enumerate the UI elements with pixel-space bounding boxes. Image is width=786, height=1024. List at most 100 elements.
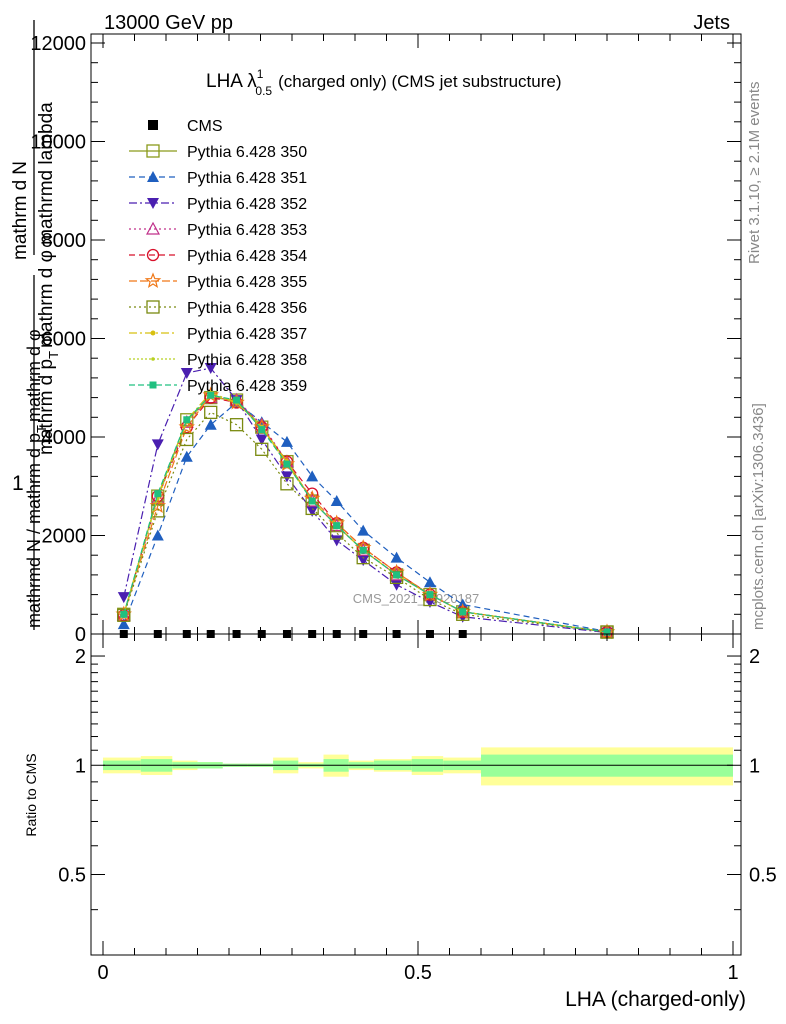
point-marker [146,248,160,262]
x-tick-label: 1 [727,962,738,984]
legend-label: Pythia 6.428 357 [187,326,307,343]
point-marker [306,505,319,517]
series-line [123,394,608,633]
ylabel-top-den: mathrm d pTmathrm d φ mathrmd lambda [36,102,61,455]
mcplots-credit-label: mcplots.cern.ch [arXiv:1306.3436] [750,403,767,630]
chart-title-sub: 0.5 [255,84,272,98]
point-marker [151,439,164,451]
legend-label: Pythia 6.428 358 [187,352,307,369]
legend-label: Pythia 6.428 354 [187,248,307,265]
point-marker [178,418,195,435]
x-tick-label: 0.5 [404,962,432,984]
y-tick-label: 2000 [42,526,87,548]
point-marker [393,571,401,579]
legend-label: Pythia 6.428 352 [187,196,307,213]
point-marker [204,405,218,420]
ratio-bands [103,747,733,786]
legend-label: Pythia 6.428 359 [187,378,307,395]
point-marker [147,171,159,182]
point-marker [280,477,294,491]
mc-series-group [115,363,616,640]
point-marker [151,504,165,518]
point-marker [255,434,268,446]
rivet-version-label: Rivet 3.1.10, ≥ 2.1M events [746,82,763,265]
point-marker [426,591,434,599]
legend-label: Pythia 6.428 353 [187,222,307,239]
point-marker [280,471,293,483]
main-y-axis-label: mathrm dN mathrm d pTmathrm d φ mathrmd … [10,20,61,630]
y-tick-label: 12000 [30,33,86,55]
ylabel-bottom: mathrmd N / mathrm d pTmathrm d φ [24,329,49,628]
legend-cms-label: CMS [187,118,223,135]
point-marker [357,555,370,567]
x-axis-label: LHA (charged-only) [565,988,746,1011]
chart-title: LHA λ1 0.5 (charged only) (CMS jet substru… [206,67,562,98]
ratio-frame [90,633,742,956]
series-s359 [120,391,611,636]
point-marker [120,610,128,618]
point-marker [180,367,193,379]
point-marker [145,221,161,235]
point-marker [306,470,319,482]
point-marker [456,607,470,621]
legend-cms-marker [148,120,158,130]
point-marker [308,497,316,505]
point-marker [151,357,155,361]
ratio-axis-ticks [91,634,741,955]
legend: CMS Pythia 6.428 350 Pythia 6.428 351 Pythi… [129,118,307,395]
header-left-label: 13000 GeV pp [104,12,233,34]
point-marker [255,442,269,456]
point-marker [333,522,341,530]
point-marker [117,592,130,604]
point-marker [180,413,194,427]
point-marker [459,608,467,616]
ratio-y-tick-label-right: 1 [749,755,760,777]
y-tick-label: 4000 [42,427,87,449]
point-marker [423,576,436,588]
point-marker [389,570,404,585]
point-marker [603,628,611,636]
point-marker [207,391,215,399]
main-axis-ticks [91,34,741,635]
point-marker [204,418,217,430]
y-tick-label: 0 [75,624,86,646]
ratio-y-tick-label: 0.5 [58,864,86,886]
ratio-y-axis-label: Ratio to CMS [23,753,39,836]
chart-title-rest: (charged only) (CMS jet substructure) [278,72,561,91]
point-marker [183,416,191,424]
point-marker [330,495,343,507]
point-marker [149,381,157,389]
point-marker [117,618,130,630]
legend-label: Pythia 6.428 351 [187,170,307,187]
point-marker [117,608,131,622]
y-tick-label: 8000 [42,230,87,252]
point-marker [150,330,156,336]
series-line [123,401,608,633]
point-marker [258,426,266,434]
ratio-panel: 0.5 0.5 1 1 2 2 0 0.5 1 Ratio to CMS LHA (charge… [23,633,777,1011]
ratio-tick-labels: 0.5 0.5 1 1 2 2 0 0.5 1 [58,646,777,984]
point-marker [204,363,217,375]
point-marker [146,144,160,158]
y-tick-label: 10000 [30,132,86,154]
ylabel-top-num: mathrm dN [10,161,31,260]
point-marker [146,300,160,314]
point-marker [154,490,162,498]
ratio-y-tick-label-right: 2 [749,646,760,668]
point-marker [330,535,343,547]
point-marker [390,551,403,563]
point-marker [390,579,403,591]
point-marker [151,529,164,541]
point-marker [147,198,159,209]
ratio-y-tick-label-right: 0.5 [749,864,777,886]
ylabel-one: 1 [12,472,24,495]
point-marker [233,396,241,404]
point-marker [283,460,291,468]
point-marker [280,435,293,447]
chart-title-main: LHA λ [206,71,257,92]
legend-label: Pythia 6.428 356 [187,300,307,317]
legend-label: Pythia 6.428 350 [187,144,307,161]
point-marker [229,418,244,432]
